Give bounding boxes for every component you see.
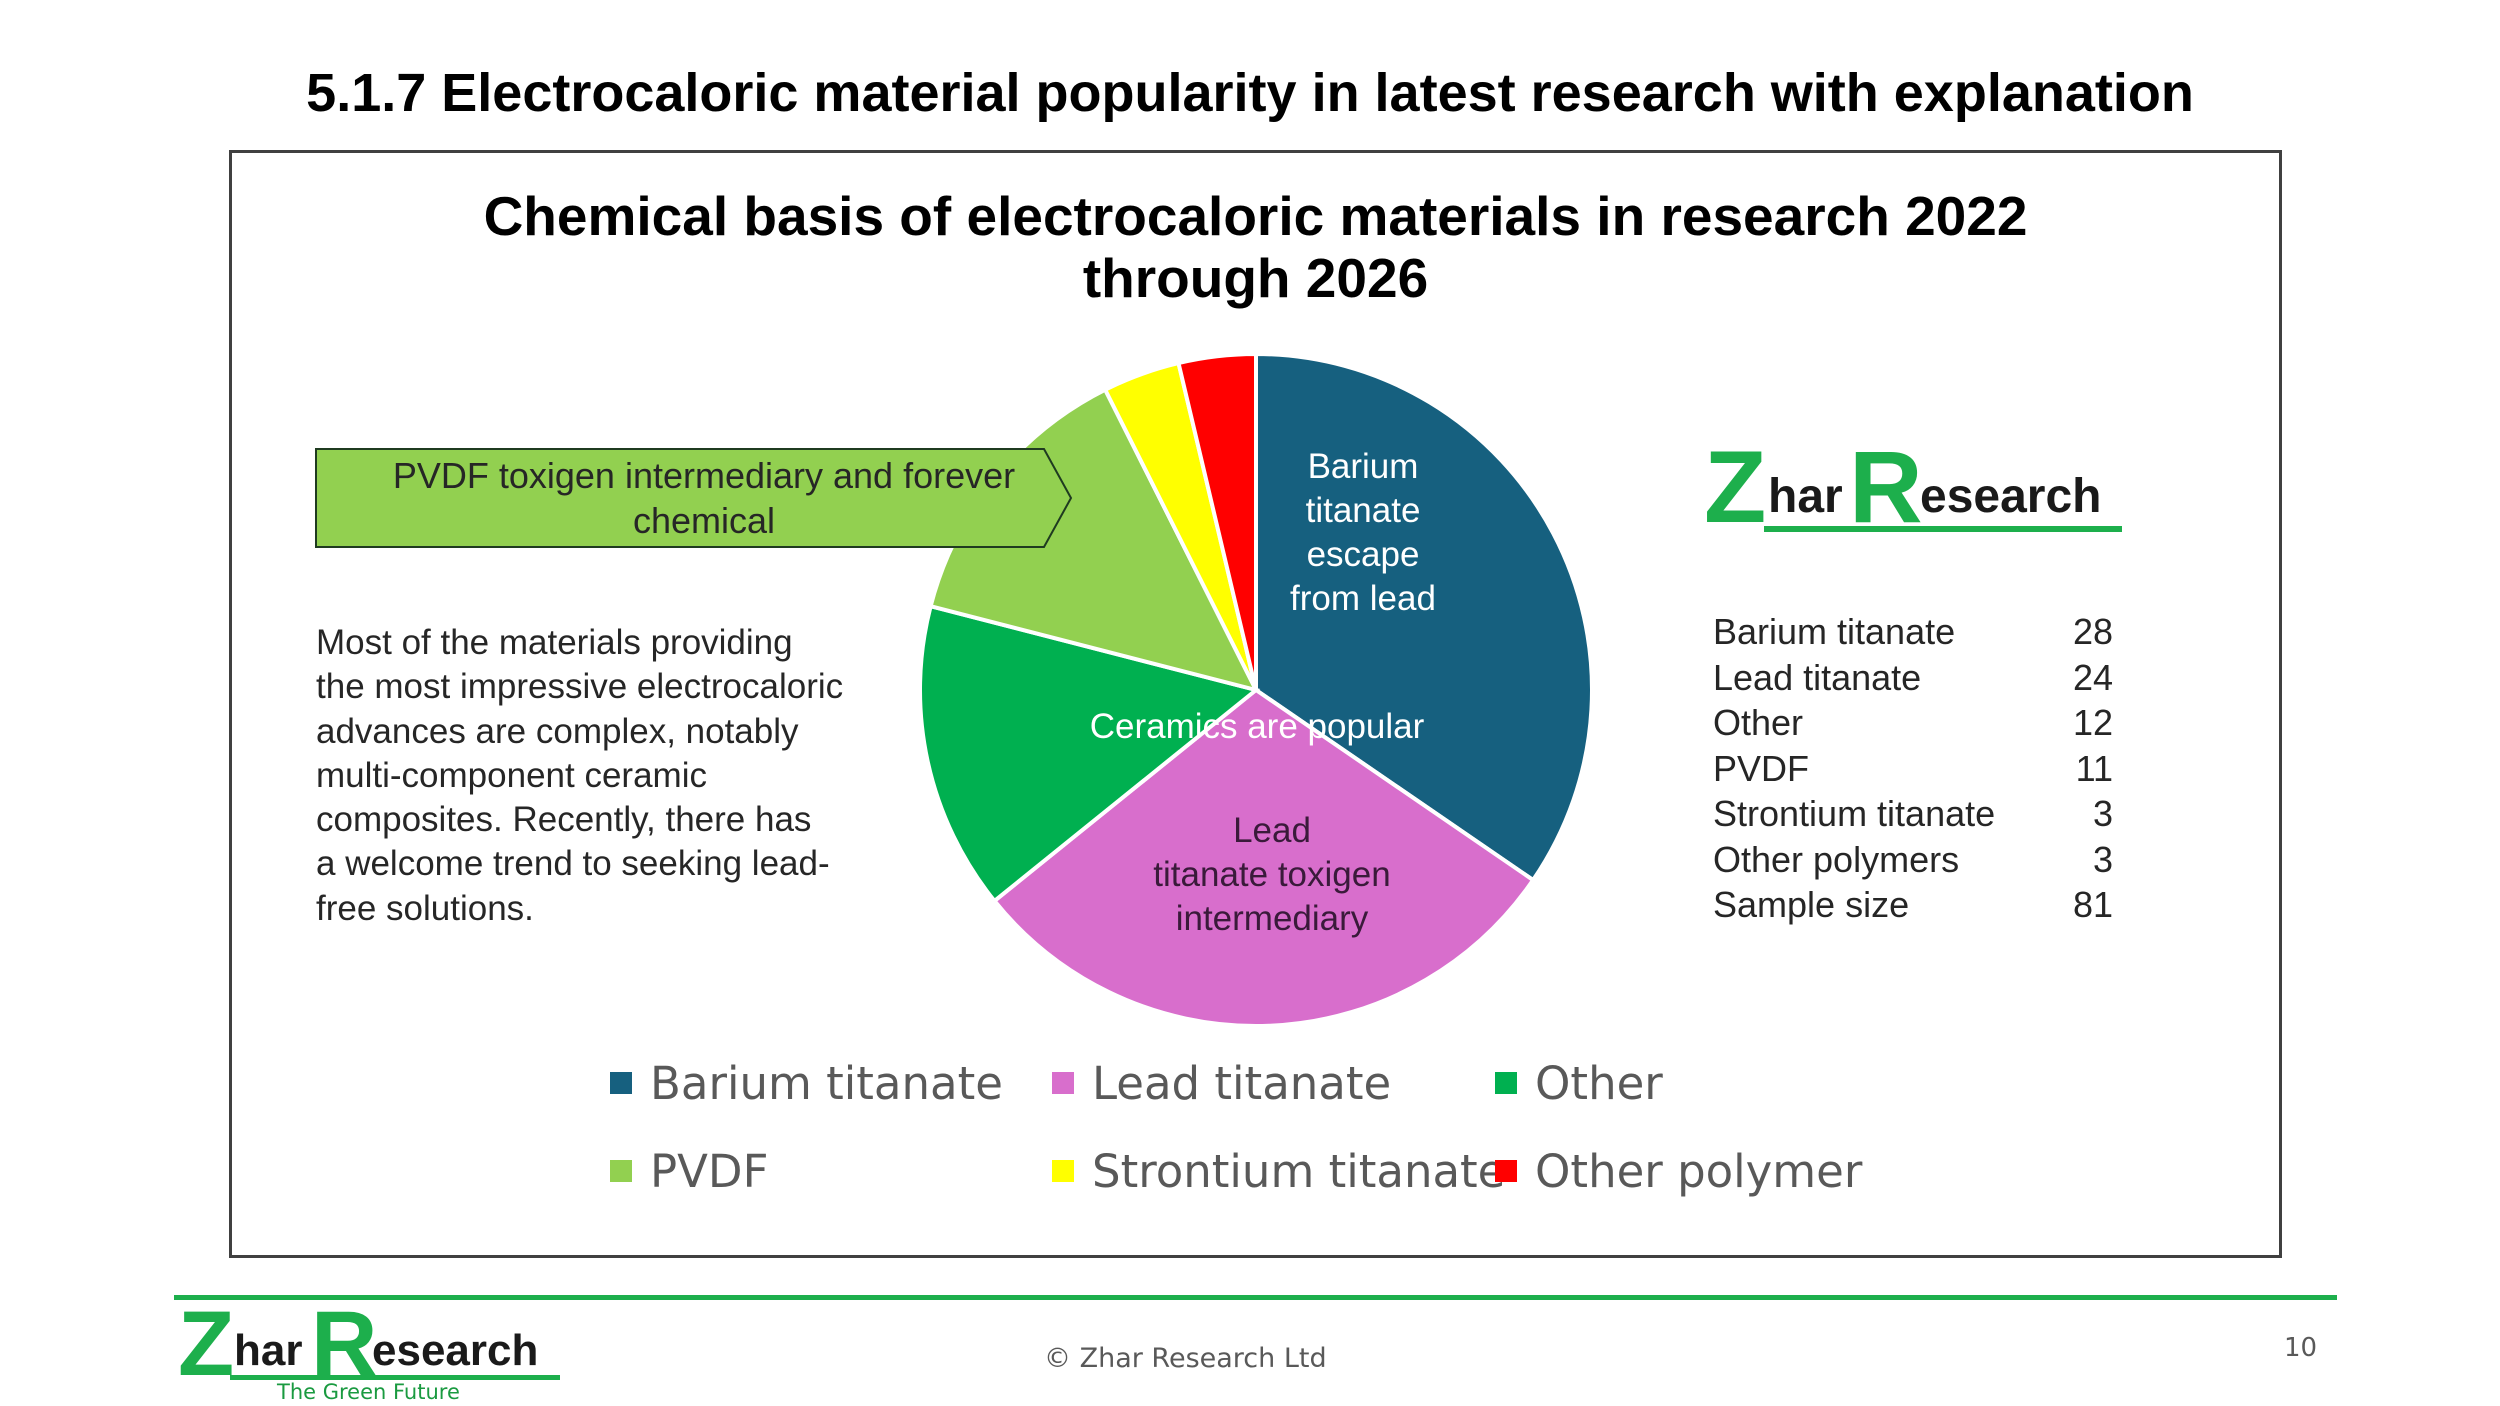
footer-logo-har: har	[234, 1326, 302, 1376]
counts-row: Barium titanate 28	[1713, 611, 2113, 657]
explanation-line: advances are complex, notably	[316, 710, 876, 754]
legend-swatch	[610, 1072, 632, 1094]
legend-swatch	[1495, 1160, 1517, 1182]
logo-esearch: esearch	[1920, 469, 2101, 524]
counts-row-name: Other	[1713, 702, 1803, 744]
counts-row: Other polymers 3	[1713, 839, 2113, 885]
legend-item: PVDF	[610, 1143, 768, 1199]
counts-row-value: 81	[2073, 884, 2113, 926]
barium-annotation-line-3: escape	[1307, 535, 1420, 574]
counts-row: Lead titanate 24	[1713, 657, 2113, 703]
legend-item: Other polymer	[1495, 1143, 1862, 1199]
footer-logo-esearch: esearch	[372, 1326, 538, 1376]
page-number: 10	[2284, 1333, 2317, 1363]
legend-label: Other polymer	[1535, 1145, 1862, 1198]
legend-swatch	[1052, 1160, 1074, 1182]
explanation-line: multi-component ceramic	[316, 754, 876, 798]
counts-row: Sample size 81	[1713, 884, 2113, 930]
barium-annotation-line-4: from lead	[1290, 579, 1436, 618]
counts-row-name: Lead titanate	[1713, 657, 1921, 699]
logo-underline	[1764, 526, 2122, 532]
counts-row: Strontium titanate 3	[1713, 793, 2113, 839]
counts-row-name: PVDF	[1713, 748, 1809, 790]
counts-row-value: 3	[2093, 839, 2113, 881]
counts-row: Other 12	[1713, 702, 2113, 748]
footer-logo-z: Z	[178, 1292, 234, 1397]
legend-item: Other	[1495, 1055, 1663, 1111]
callout-line-2: chemical	[324, 498, 1084, 543]
barium-annotation-line-1: Barium	[1308, 447, 1419, 486]
explanation-text: Most of the materials providing the most …	[316, 621, 876, 931]
counts-row-name: Sample size	[1713, 884, 1909, 926]
legend-label: Other	[1535, 1057, 1663, 1110]
legend-item: Barium titanate	[610, 1055, 1003, 1111]
explanation-line: free solutions.	[316, 887, 876, 931]
legend-item: Lead titanate	[1052, 1055, 1391, 1111]
legend-swatch	[1495, 1072, 1517, 1094]
lead-annotation-line-2: titanate toxigen	[1153, 855, 1390, 894]
callout-line-1: PVDF toxigen intermediary and forever	[324, 453, 1084, 498]
chart-frame: Chemical basis of electrocaloric materia…	[229, 150, 2282, 1258]
counts-row-value: 3	[2093, 793, 2113, 835]
counts-row-name: Strontium titanate	[1713, 793, 1995, 835]
explanation-line: composites. Recently, there has	[316, 798, 876, 842]
counts-row-name: Other polymers	[1713, 839, 1959, 881]
explanation-line: Most of the materials providing	[316, 621, 876, 665]
zhar-research-logo-top: Z har R esearch	[1704, 443, 2124, 543]
counts-row-value: 24	[2073, 657, 2113, 699]
counts-row-name: Barium titanate	[1713, 611, 1955, 653]
copyright-notice: © Zhar Research Ltd	[1044, 1343, 1327, 1374]
counts-table: Barium titanate 28 Lead titanate 24 Other 12 P…	[1713, 611, 2113, 930]
counts-row-value: 28	[2073, 611, 2113, 653]
explanation-line: the most impressive electrocaloric	[316, 665, 876, 709]
explanation-line: a welcome trend to seeking lead-	[316, 842, 876, 886]
logo-har: har	[1768, 469, 1843, 524]
lead-annotation-line-3: intermediary	[1176, 899, 1369, 938]
logo-z: Z	[1704, 429, 1766, 546]
logo-tagline: The Green Future	[277, 1380, 460, 1404]
lead-annotation-line-1: Lead	[1233, 811, 1311, 850]
legend-swatch	[610, 1160, 632, 1182]
counts-row-value: 11	[2076, 748, 2113, 790]
legend-label: Strontium titanate	[1092, 1145, 1505, 1198]
counts-row-value: 12	[2073, 702, 2113, 744]
slide-title: 5.1.7 Electrocaloric material popularity…	[0, 62, 2500, 124]
pvdf-callout-text: PVDF toxigen intermediary and forever ch…	[324, 453, 1084, 543]
legend-label: PVDF	[650, 1145, 768, 1198]
legend-label: Barium titanate	[650, 1057, 1003, 1110]
barium-annotation-line-2: titanate	[1306, 491, 1421, 530]
legend-label: Lead titanate	[1092, 1057, 1391, 1110]
ceramics-annotation-1: Ceramics are popular	[1090, 707, 1425, 746]
legend-swatch	[1052, 1072, 1074, 1094]
legend-item: Strontium titanate	[1052, 1143, 1505, 1199]
counts-row: PVDF 11	[1713, 748, 2113, 794]
